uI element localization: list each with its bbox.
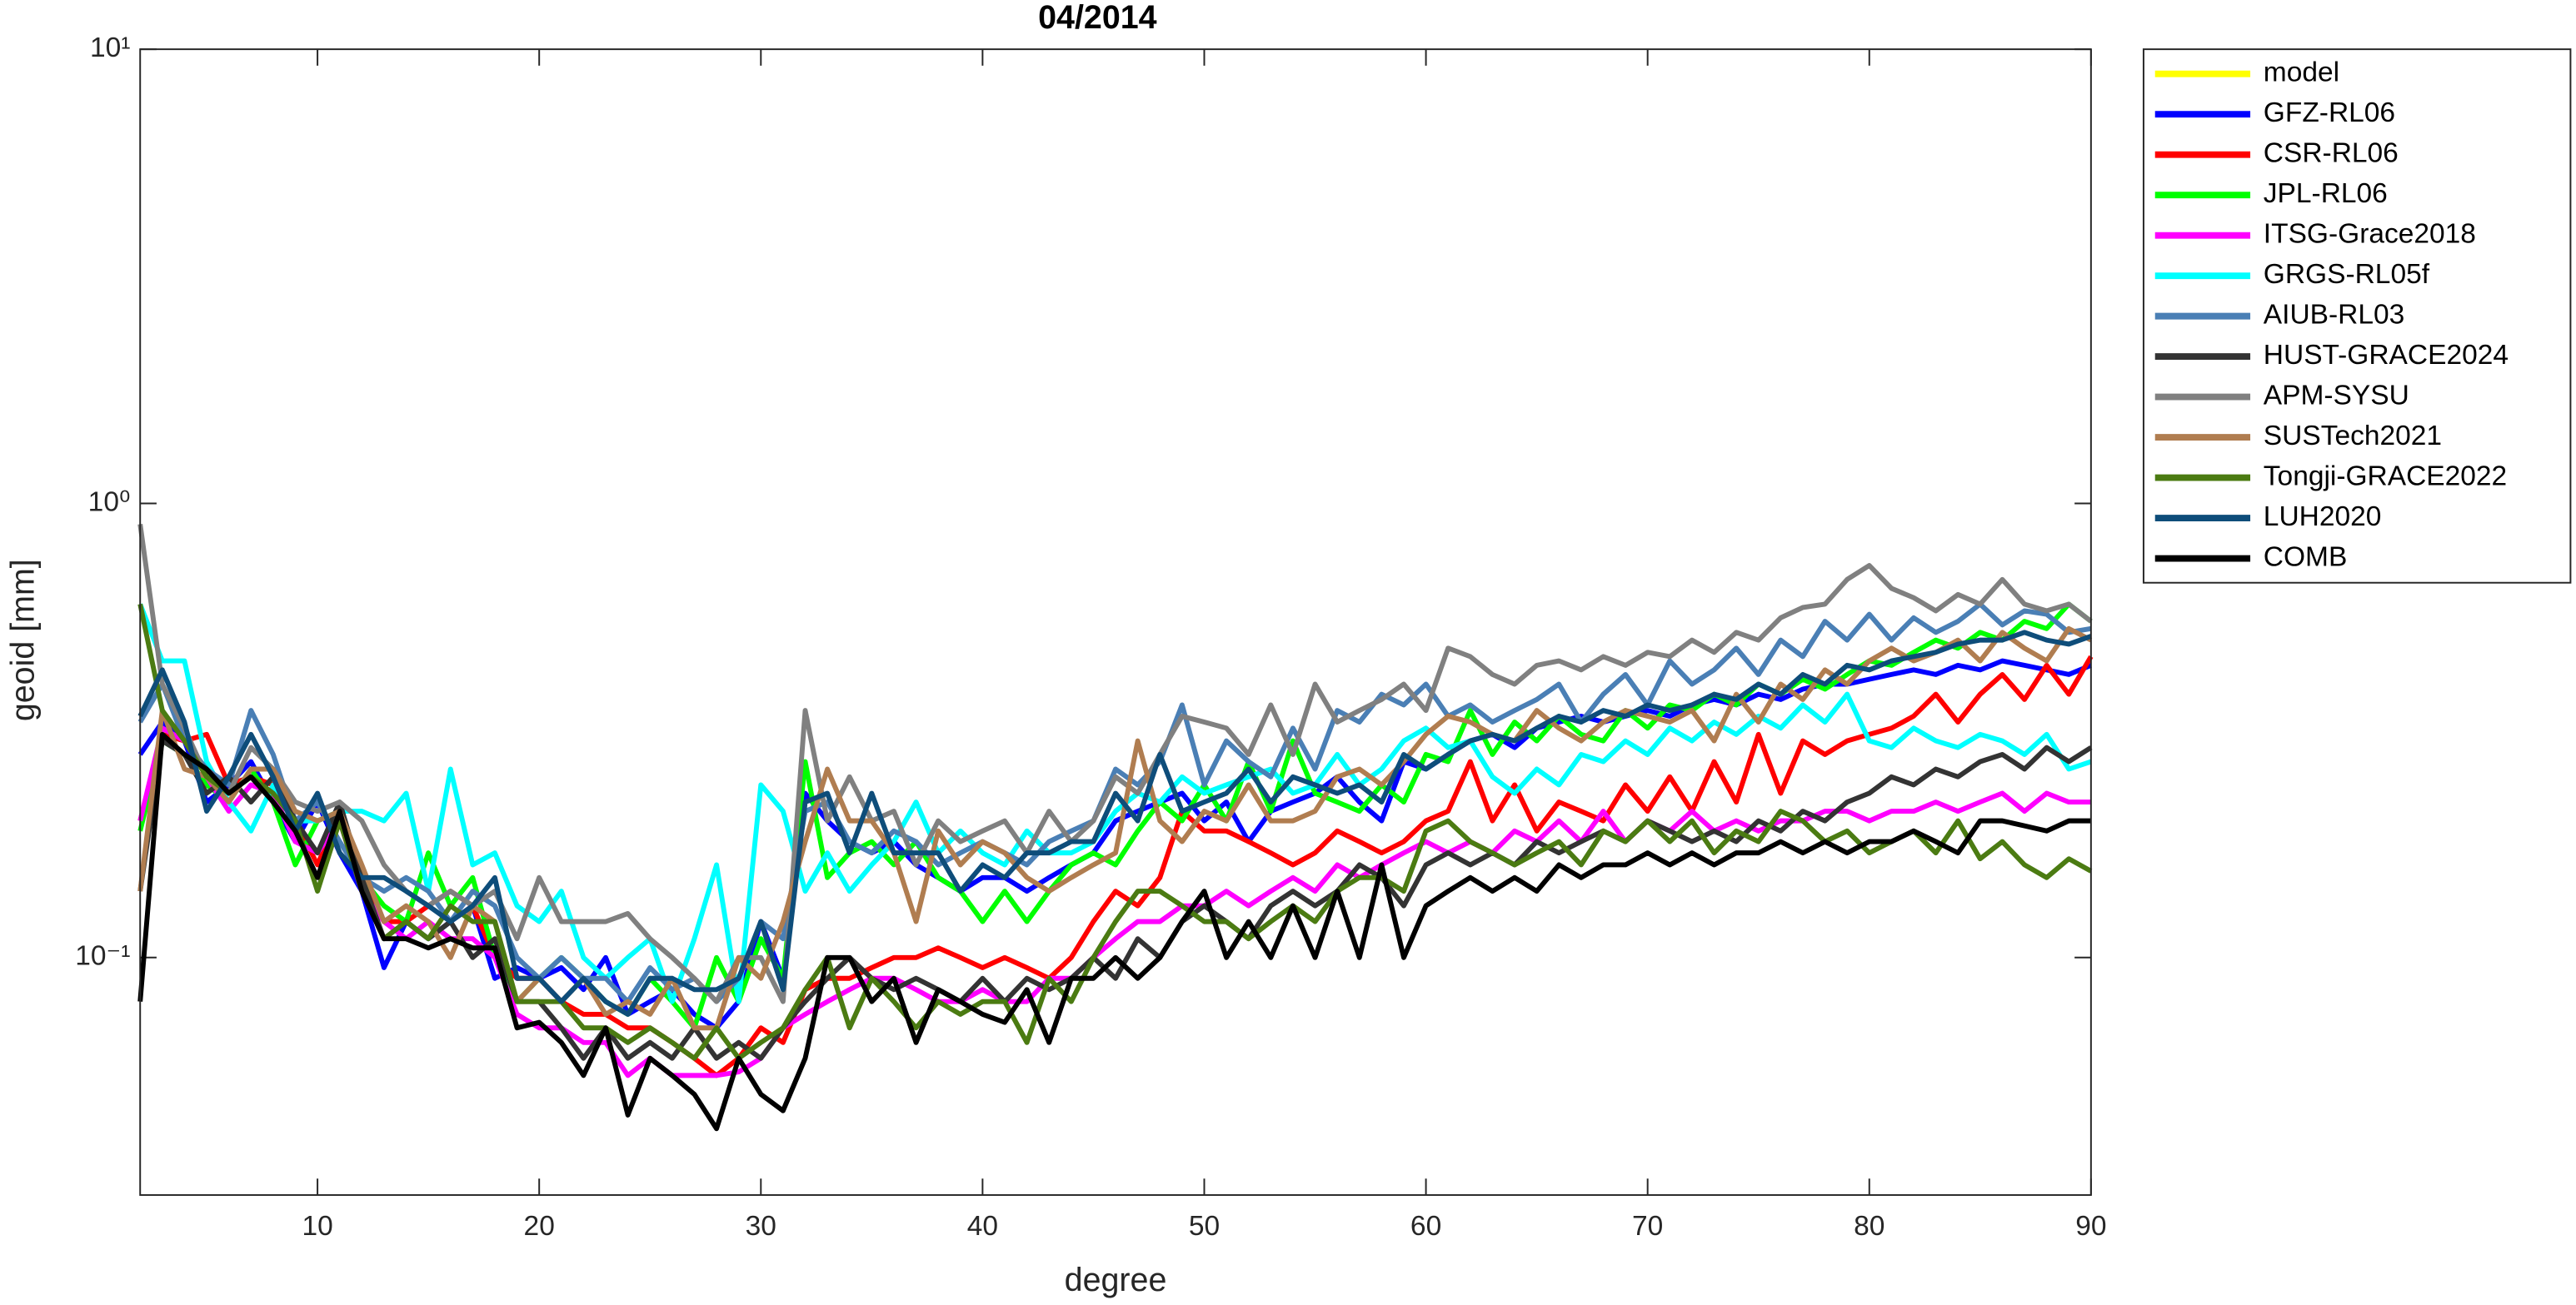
legend-label: GRGS-RL05f	[2264, 259, 2430, 290]
series-line	[137, 630, 2092, 1017]
legend-label: ITSG-Grace2018	[2264, 218, 2476, 249]
legend-label: JPL-RL06	[2264, 178, 2388, 209]
y-axis-label: geoid [mm]	[5, 559, 42, 721]
legend-label: APM-SYSU	[2264, 380, 2409, 411]
series-line	[137, 731, 2091, 1132]
x-tick-label: 50	[1189, 1211, 1220, 1242]
x-axis-label: degree	[1065, 1262, 1167, 1298]
legend-label: model	[2264, 57, 2339, 88]
series-line	[137, 524, 2093, 1004]
x-tick-label: 40	[967, 1211, 998, 1242]
x-tick-label: 70	[1632, 1211, 1663, 1242]
legend-label: AIUB-RL03	[2264, 299, 2404, 330]
legend-label: HUST-GRACE2024	[2264, 340, 2509, 371]
y-tick-label: 10¹	[90, 32, 130, 63]
series-line	[137, 603, 2093, 1061]
legend-label: Tongji-GRACE2022	[2264, 461, 2507, 491]
y-tick-label: 10⁰	[88, 486, 131, 517]
series-line	[137, 603, 2092, 1004]
legend-label: GFZ-RL06	[2264, 97, 2395, 128]
x-tick-label: 90	[2075, 1211, 2106, 1242]
legend-label: CSR-RL06	[2264, 138, 2399, 169]
y-tick-label: 10⁻¹	[75, 941, 130, 972]
x-tick-label: 10	[302, 1211, 332, 1242]
x-tick-label: 20	[524, 1211, 555, 1242]
chart-title: 04/2014	[1038, 0, 1157, 36]
plot-frame	[139, 48, 2092, 1196]
legend-label: LUH2020	[2264, 501, 2382, 532]
x-tick-label: 80	[1854, 1211, 1885, 1242]
legend-label: COMB	[2264, 541, 2348, 572]
x-tick-label: 60	[1410, 1211, 1441, 1242]
series-line	[137, 625, 2093, 1031]
x-tick-label: 30	[746, 1211, 776, 1242]
legend-label: SUSTech2021	[2264, 421, 2442, 451]
